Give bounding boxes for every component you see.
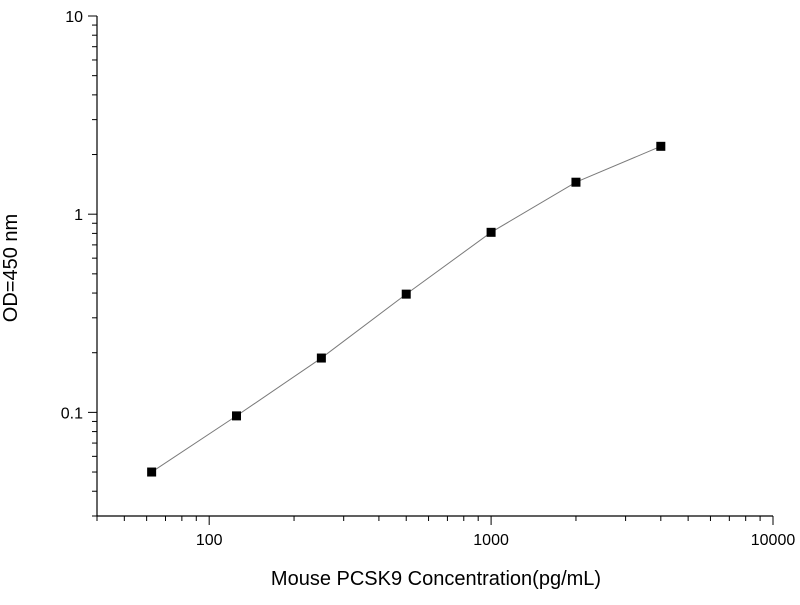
x-tick-label: 10000 [751, 532, 796, 549]
y-tick-label: 1 [74, 207, 83, 224]
data-point [571, 177, 581, 187]
tick-labels: 100 1000 10000 0.1 1 10 [61, 9, 796, 549]
data-point [486, 227, 496, 237]
data-point [401, 289, 411, 299]
data-point [656, 141, 666, 151]
x-tick-label: 1000 [473, 532, 509, 549]
series-line [151, 145, 662, 473]
ticks [88, 15, 774, 525]
series [147, 141, 666, 477]
data-point [232, 411, 242, 421]
y-tick-label: 0.1 [61, 405, 83, 422]
data-point [147, 467, 157, 477]
data-point [316, 353, 326, 363]
x-tick-label: 100 [196, 532, 223, 549]
x-axis-title: Mouse PCSK9 Concentration(pg/mL) [271, 568, 601, 590]
y-tick-label: 10 [65, 9, 83, 26]
y-axis-title: OD=450 nm [0, 214, 22, 322]
